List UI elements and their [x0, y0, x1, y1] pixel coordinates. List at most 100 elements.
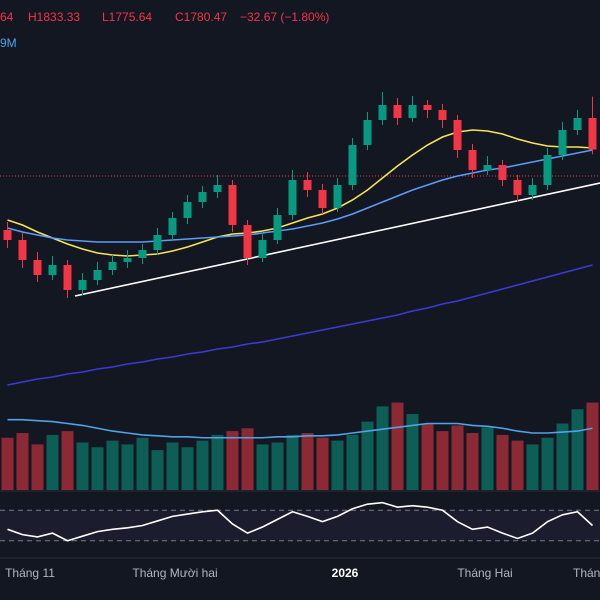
- volume-bar: [121, 444, 134, 490]
- candle-body: [123, 258, 132, 262]
- candle-body: [513, 180, 522, 195]
- volume-bar: [526, 444, 539, 490]
- rsi-band: [0, 510, 600, 541]
- candle-body: [243, 225, 252, 258]
- x-axis-label: Tháng Mười hai: [132, 566, 217, 580]
- x-axis-label: Tháng Hai: [457, 566, 512, 580]
- volume-bar: [1, 437, 14, 490]
- ohlc-value: H1833.33: [28, 10, 80, 24]
- candle-body: [423, 105, 432, 110]
- volume-bar: [286, 434, 299, 490]
- volume-bar: [541, 437, 554, 490]
- volume-bar: [226, 431, 239, 490]
- volume-bar: [31, 444, 44, 490]
- moving-average: [7, 149, 593, 243]
- rsi-line: [7, 501, 594, 542]
- volume-ma: [7, 418, 593, 439]
- candle-body: [348, 145, 357, 185]
- volume-bar: [481, 427, 494, 490]
- candle-body: [408, 105, 417, 118]
- candle-body: [573, 118, 582, 130]
- volume-bar: [331, 440, 344, 490]
- candle-body: [33, 260, 42, 275]
- candle-body: [378, 105, 387, 120]
- moving-average: [7, 129, 593, 257]
- volume-bar: [496, 434, 509, 490]
- volume-bar: [301, 433, 314, 490]
- candle-body: [153, 235, 162, 250]
- x-axis-label: Tháng: [573, 566, 600, 580]
- volume-bar: [421, 423, 434, 490]
- volume-bar: [211, 434, 224, 490]
- candle-body: [558, 130, 567, 155]
- candle-body: [213, 185, 222, 192]
- candle-body: [93, 270, 102, 280]
- candle-body: [168, 218, 177, 235]
- x-axis-label: Tháng 11: [5, 566, 55, 580]
- candle-body: [483, 165, 492, 170]
- volume-bar: [271, 442, 284, 490]
- volume-label: 9M: [0, 36, 17, 50]
- candle-body: [318, 190, 327, 208]
- ohlc-value: L1775.64: [102, 10, 152, 24]
- candle-body: [453, 120, 462, 150]
- volume-bar: [136, 437, 149, 490]
- x-axis-label: 2026: [332, 566, 359, 580]
- candle-body: [468, 150, 477, 170]
- trendline: [74, 182, 600, 297]
- volume-bar: [151, 450, 164, 490]
- ohlc-value: 64: [0, 10, 14, 24]
- moving-average: [7, 264, 593, 386]
- volume-bar: [316, 437, 329, 490]
- volume-bar: [76, 442, 89, 490]
- volume-bar: [241, 428, 254, 490]
- volume-bar: [181, 447, 194, 490]
- volume-bar: [16, 433, 29, 490]
- candle-body: [18, 240, 27, 260]
- volume-bar: [451, 425, 464, 490]
- candle-body: [183, 202, 192, 218]
- candle-body: [303, 180, 312, 190]
- candle-body: [438, 110, 447, 120]
- volume-bar: [361, 421, 374, 490]
- volume-bar: [571, 409, 584, 490]
- volume-bar: [406, 414, 419, 490]
- candle-body: [198, 192, 207, 202]
- volume-bar: [586, 402, 599, 490]
- volume-bar: [511, 440, 524, 490]
- volume-bar: [466, 433, 479, 490]
- candle-body: [288, 180, 297, 215]
- candle-body: [48, 265, 57, 275]
- volume-bar: [166, 442, 179, 490]
- volume-bar: [436, 431, 449, 490]
- candle-body: [108, 262, 117, 270]
- ohlc-value: C1780.47: [175, 10, 227, 24]
- volume-bar: [196, 440, 209, 490]
- volume-bar: [106, 440, 119, 490]
- candle-body: [543, 155, 552, 185]
- candle-body: [363, 120, 372, 145]
- candle-body: [588, 118, 597, 150]
- candle-body: [78, 280, 87, 290]
- candle-body: [138, 250, 147, 258]
- candle-body: [3, 230, 12, 240]
- volume-bar: [91, 447, 104, 490]
- volume-bar: [556, 423, 569, 490]
- candle-body: [393, 105, 402, 118]
- volume-bar: [46, 434, 59, 490]
- candle-body: [258, 240, 267, 258]
- ohlc-value: −32.67 (−1.80%): [240, 10, 329, 24]
- volume-bar: [391, 402, 404, 490]
- volume-bar: [346, 434, 359, 490]
- volume-bar: [256, 444, 269, 490]
- candle-body: [63, 265, 72, 290]
- volume-bar: [61, 431, 74, 490]
- candle-body: [228, 185, 237, 225]
- candle-body: [333, 185, 342, 208]
- candle-body: [528, 185, 537, 195]
- volume-bar: [376, 406, 389, 490]
- candle-body: [498, 165, 507, 180]
- candle-body: [273, 215, 282, 240]
